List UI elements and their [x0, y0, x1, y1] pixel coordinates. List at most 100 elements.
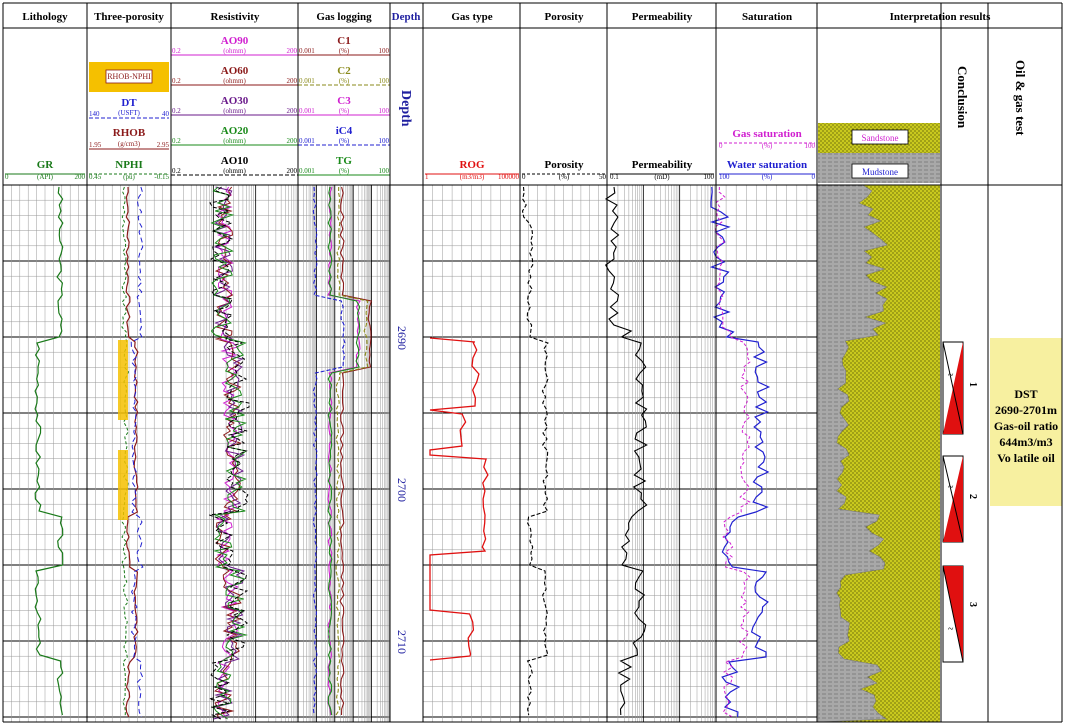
- gas-curve-name: C3: [337, 95, 351, 107]
- gas-curve-min: 0.001: [299, 77, 315, 85]
- permeability-unit: (mD): [654, 173, 670, 181]
- gas-curve-max: 100: [379, 47, 390, 55]
- res-curve-max: 200: [287, 77, 298, 85]
- permeability-name: Permeability: [632, 159, 693, 171]
- nphi-max: -0.15: [154, 173, 169, 181]
- res-curve-max: 200: [287, 167, 298, 175]
- test-line-3: Gas-oil ratio: [994, 419, 1058, 433]
- gas-curve-name: C2: [337, 65, 351, 77]
- gas-curve-name: iC4: [336, 125, 353, 137]
- gas-curve-max: 100: [379, 167, 390, 175]
- gas-curve-min: 0.001: [299, 47, 315, 55]
- res-curve-min: 0.2: [172, 137, 181, 145]
- res-curve-unit: (ohmm): [223, 167, 246, 175]
- water-saturation-curve: [711, 187, 769, 717]
- gas-curve-max: 100: [379, 77, 390, 85]
- permeability-curve: [606, 187, 647, 715]
- gr-max: 200: [75, 173, 86, 181]
- test-line-2: 2690-2701m: [995, 403, 1057, 417]
- permeability-max: 100: [704, 173, 715, 181]
- gas-sat-unit: (%): [762, 142, 773, 150]
- crossover-fill: [118, 450, 128, 520]
- oil-drop-icon: ~: [948, 370, 954, 381]
- water-sat-min: 100: [719, 173, 730, 181]
- oil-drop-icon: ~: [948, 624, 954, 635]
- porosity-header: Porosity 0 (%) 50: [522, 159, 607, 181]
- zone-3-label: 3: [967, 602, 978, 607]
- test-line-4: 644m3/m3: [999, 435, 1052, 449]
- rog-header: ROG 1 (m3/m3) 100000: [425, 159, 520, 181]
- gas-sat-max: 100: [805, 142, 816, 150]
- lithology-legend: Sandstone Mudstone: [818, 123, 940, 183]
- resistivity-header: AO90(ohmm)0.2 200AO60(ohmm)0.2 200AO30(ohm…: [171, 35, 298, 175]
- gr-min: 0: [5, 173, 9, 181]
- legend-sandstone: Sandstone: [862, 133, 899, 143]
- rog-name: ROG: [459, 159, 485, 171]
- header-depth: Depth: [392, 11, 421, 23]
- rog-min: 1: [425, 173, 429, 181]
- oil-drop-icon: ~: [948, 482, 954, 493]
- zone-1-label: 1: [967, 382, 978, 387]
- porosity-curve: [523, 187, 549, 715]
- res-curve-unit: (ohmm): [223, 137, 246, 145]
- test-line-1: DST: [1014, 387, 1037, 401]
- gr-unit: (API): [37, 173, 54, 181]
- gas-curve-unit: (%): [339, 107, 350, 115]
- permeability-min: 0.1: [610, 173, 619, 181]
- gas-sat-name: Gas saturation: [732, 128, 801, 140]
- res-curve-name: AO30: [221, 95, 249, 107]
- res-curve-max: 200: [287, 47, 298, 55]
- gas-curve: [340, 187, 371, 715]
- gas-curve-max: 100: [379, 137, 390, 145]
- conclusion-label: Conclusion: [955, 66, 970, 129]
- header-interpretation: Interpretation results: [890, 11, 991, 23]
- gas-curve-min: 0.001: [299, 167, 315, 175]
- header-gas-type: Gas type: [451, 11, 492, 23]
- res-curve-name: AO10: [221, 155, 249, 167]
- zone-1-symbol: ~: [943, 342, 963, 434]
- test-line-5: Vo latile oil: [997, 451, 1055, 465]
- gas-sat-min: 0: [719, 142, 723, 150]
- porosity-unit: (%): [559, 173, 570, 181]
- dt-unit: (USFT): [118, 109, 140, 117]
- rhob-name: RHOB: [113, 127, 146, 139]
- depth-tick-2700: 2700: [395, 478, 409, 502]
- oil-gas-test-label: Oil & gas test: [1013, 60, 1028, 136]
- rhob-max: 2.95: [157, 141, 170, 149]
- res-curve-name: AO90: [221, 35, 249, 47]
- res-curve-min: 0.2: [172, 77, 181, 85]
- res-curve-unit: (ohmm): [223, 77, 246, 85]
- dt-min: 140: [89, 110, 100, 118]
- nphi-unit: (pu): [123, 173, 135, 181]
- res-curve-min: 0.2: [172, 107, 181, 115]
- gas-curve-unit: (%): [339, 167, 350, 175]
- res-curve-name: AO20: [221, 125, 249, 137]
- res-curve-min: 0.2: [172, 167, 181, 175]
- gas-logging-header: C1(%)0.001 100C2(%)0.001 100C3(%)0.001 100i…: [298, 35, 390, 175]
- column-headers: Lithology Three-porosity Resistivity Gas…: [22, 11, 991, 23]
- zone-2-symbol: ~: [943, 456, 963, 542]
- gas-curve-unit: (%): [339, 137, 350, 145]
- depth-tick-2710: 2710: [395, 630, 409, 654]
- saturation-header: Gas saturation 0 (%) 100 Water saturatio…: [719, 128, 816, 181]
- gas-curve-min: 0.001: [299, 107, 315, 115]
- legend-mudstone: Mudstone: [862, 167, 898, 177]
- nphi-name: NPHI: [115, 159, 143, 171]
- porosity-name: Porosity: [545, 159, 584, 171]
- rhob-min: 1.95: [89, 141, 102, 149]
- zone-2-label: 2: [967, 494, 978, 499]
- res-curve-unit: (ohmm): [223, 107, 246, 115]
- nphi-min: 0.45: [89, 173, 102, 181]
- dt-name: DT: [121, 97, 137, 109]
- gas-curve-name: TG: [336, 155, 352, 167]
- three-porosity-header: RHOB-NPHI DT (USFT) 140 40 RHOB (g/cm3) …: [89, 62, 170, 181]
- header-three-porosity: Three-porosity: [94, 11, 164, 23]
- porosity-max: 50: [599, 173, 607, 181]
- header-gas-logging: Gas logging: [316, 11, 372, 23]
- gas-curve-name: C1: [337, 35, 350, 47]
- header-permeability: Permeability: [632, 11, 693, 23]
- gr-curve-header: GR 0 (API) 200: [5, 159, 86, 181]
- gr-name: GR: [37, 159, 55, 171]
